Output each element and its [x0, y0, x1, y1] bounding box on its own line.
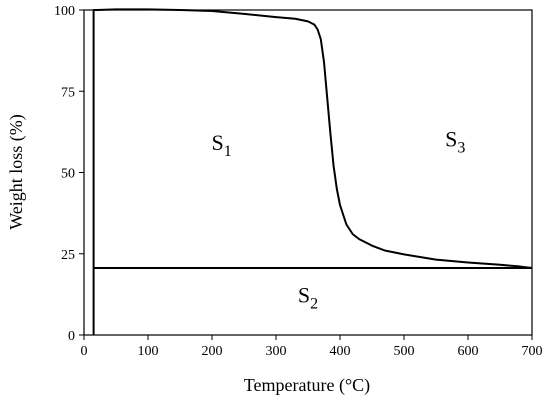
tick-labels: 0 100 200 300 400 500 600 700 0 25 50 75 100	[54, 4, 543, 359]
x-tick-label-700: 700	[522, 344, 543, 359]
axis-ticks	[79, 9, 533, 340]
x-tick-label-0: 0	[81, 344, 88, 359]
y-tick-label-100: 100	[54, 4, 75, 19]
series-lines	[92, 8, 533, 335]
region-label-1: S1	[211, 130, 231, 160]
y-tick-label-75: 75	[61, 85, 75, 100]
x-tick-label-300: 300	[266, 344, 287, 359]
x-tick-label-400: 400	[330, 344, 351, 359]
x-tick-label-100: 100	[138, 344, 159, 359]
region-label-2: S2	[298, 283, 318, 313]
y-tick-label-0: 0	[68, 329, 75, 344]
x-axis-title: Temperature (°C)	[244, 375, 370, 396]
y-axis-title: Weight loss (%)	[6, 114, 27, 230]
x-tick-label-600: 600	[458, 344, 479, 359]
y-tick-label-50: 50	[61, 167, 75, 182]
y-tick-label-25: 25	[61, 248, 75, 263]
x-tick-label-500: 500	[394, 344, 415, 359]
x-tick-label-200: 200	[202, 344, 223, 359]
region-label-3: S3	[445, 127, 465, 157]
region-annotations: S1 S2 S3	[211, 127, 465, 313]
series-line-1	[92, 8, 533, 335]
